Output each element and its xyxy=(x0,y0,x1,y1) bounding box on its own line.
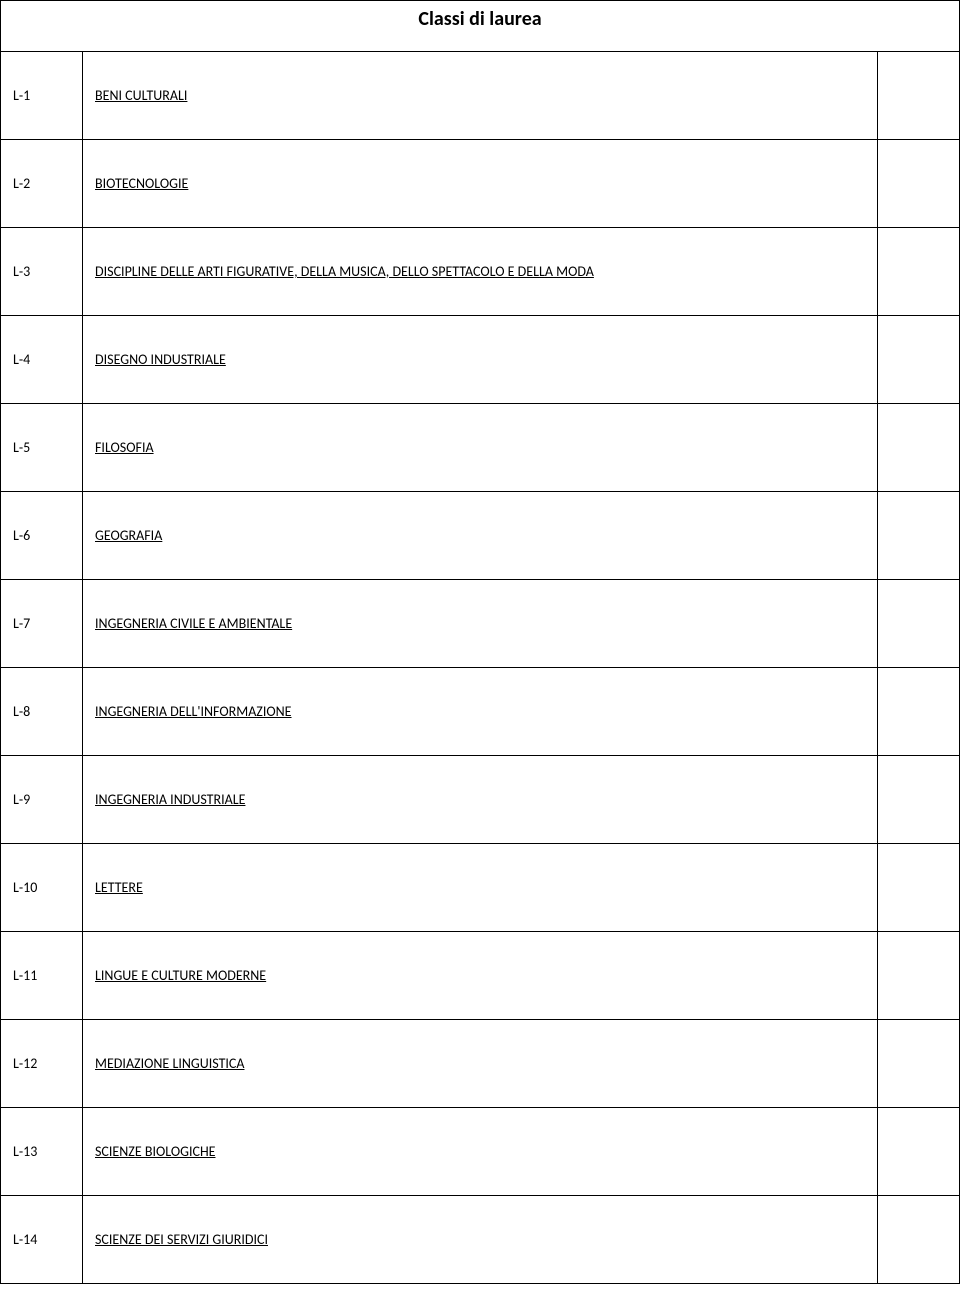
table-row: L-8INGEGNERIA DELL'INFORMAZIONE xyxy=(1,668,960,756)
table-row: L-6GEOGRAFIA xyxy=(1,492,960,580)
empty-cell xyxy=(878,140,960,228)
degree-name-link[interactable]: DISCIPLINE DELLE ARTI FIGURATIVE, DELLA … xyxy=(83,228,878,316)
degree-code: L-10 xyxy=(1,844,83,932)
degree-name-link[interactable]: LINGUE E CULTURE MODERNE xyxy=(83,932,878,1020)
empty-cell xyxy=(878,404,960,492)
degree-code: L-8 xyxy=(1,668,83,756)
table-row: L-4DISEGNO INDUSTRIALE xyxy=(1,316,960,404)
degree-code: L-3 xyxy=(1,228,83,316)
table-title: Classi di laurea xyxy=(1,1,960,52)
table-row: L-9INGEGNERIA INDUSTRIALE xyxy=(1,756,960,844)
empty-cell xyxy=(878,1108,960,1196)
degree-name-link[interactable]: SCIENZE BIOLOGICHE xyxy=(83,1108,878,1196)
empty-cell xyxy=(878,756,960,844)
degree-name-link[interactable]: MEDIAZIONE LINGUISTICA xyxy=(83,1020,878,1108)
table-row: L-3DISCIPLINE DELLE ARTI FIGURATIVE, DEL… xyxy=(1,228,960,316)
empty-cell xyxy=(878,316,960,404)
table-row: L-1BENI CULTURALI xyxy=(1,52,960,140)
degree-code: L-11 xyxy=(1,932,83,1020)
degree-code: L-9 xyxy=(1,756,83,844)
degree-name-link[interactable]: SCIENZE DEI SERVIZI GIURIDICI xyxy=(83,1196,878,1284)
degree-code: L-7 xyxy=(1,580,83,668)
empty-cell xyxy=(878,1020,960,1108)
degree-name-link[interactable]: LETTERE xyxy=(83,844,878,932)
degree-code: L-14 xyxy=(1,1196,83,1284)
table-header-row: Classi di laurea xyxy=(1,1,960,52)
table-row: L-2BIOTECNOLOGIE xyxy=(1,140,960,228)
table-row: L-12MEDIAZIONE LINGUISTICA xyxy=(1,1020,960,1108)
degree-name-link[interactable]: DISEGNO INDUSTRIALE xyxy=(83,316,878,404)
degree-classes-table: Classi di laurea L-1BENI CULTURALIL-2BIO… xyxy=(0,0,960,1284)
empty-cell xyxy=(878,932,960,1020)
degree-code: L-1 xyxy=(1,52,83,140)
empty-cell xyxy=(878,52,960,140)
table-row: L-10LETTERE xyxy=(1,844,960,932)
degree-name-link[interactable]: FILOSOFIA xyxy=(83,404,878,492)
table-row: L-14SCIENZE DEI SERVIZI GIURIDICI xyxy=(1,1196,960,1284)
table-row: L-7INGEGNERIA CIVILE E AMBIENTALE xyxy=(1,580,960,668)
table-row: L-11LINGUE E CULTURE MODERNE xyxy=(1,932,960,1020)
degree-name-link[interactable]: INGEGNERIA INDUSTRIALE xyxy=(83,756,878,844)
degree-code: L-5 xyxy=(1,404,83,492)
empty-cell xyxy=(878,668,960,756)
empty-cell xyxy=(878,1196,960,1284)
degree-code: L-13 xyxy=(1,1108,83,1196)
degree-name-link[interactable]: BIOTECNOLOGIE xyxy=(83,140,878,228)
degree-code: L-4 xyxy=(1,316,83,404)
degree-code: L-2 xyxy=(1,140,83,228)
empty-cell xyxy=(878,228,960,316)
degree-code: L-6 xyxy=(1,492,83,580)
table-row: L-13SCIENZE BIOLOGICHE xyxy=(1,1108,960,1196)
degree-name-link[interactable]: BENI CULTURALI xyxy=(83,52,878,140)
degree-name-link[interactable]: INGEGNERIA CIVILE E AMBIENTALE xyxy=(83,580,878,668)
degree-name-link[interactable]: INGEGNERIA DELL'INFORMAZIONE xyxy=(83,668,878,756)
empty-cell xyxy=(878,580,960,668)
table-row: L-5FILOSOFIA xyxy=(1,404,960,492)
empty-cell xyxy=(878,844,960,932)
degree-code: L-12 xyxy=(1,1020,83,1108)
degree-name-link[interactable]: GEOGRAFIA xyxy=(83,492,878,580)
empty-cell xyxy=(878,492,960,580)
